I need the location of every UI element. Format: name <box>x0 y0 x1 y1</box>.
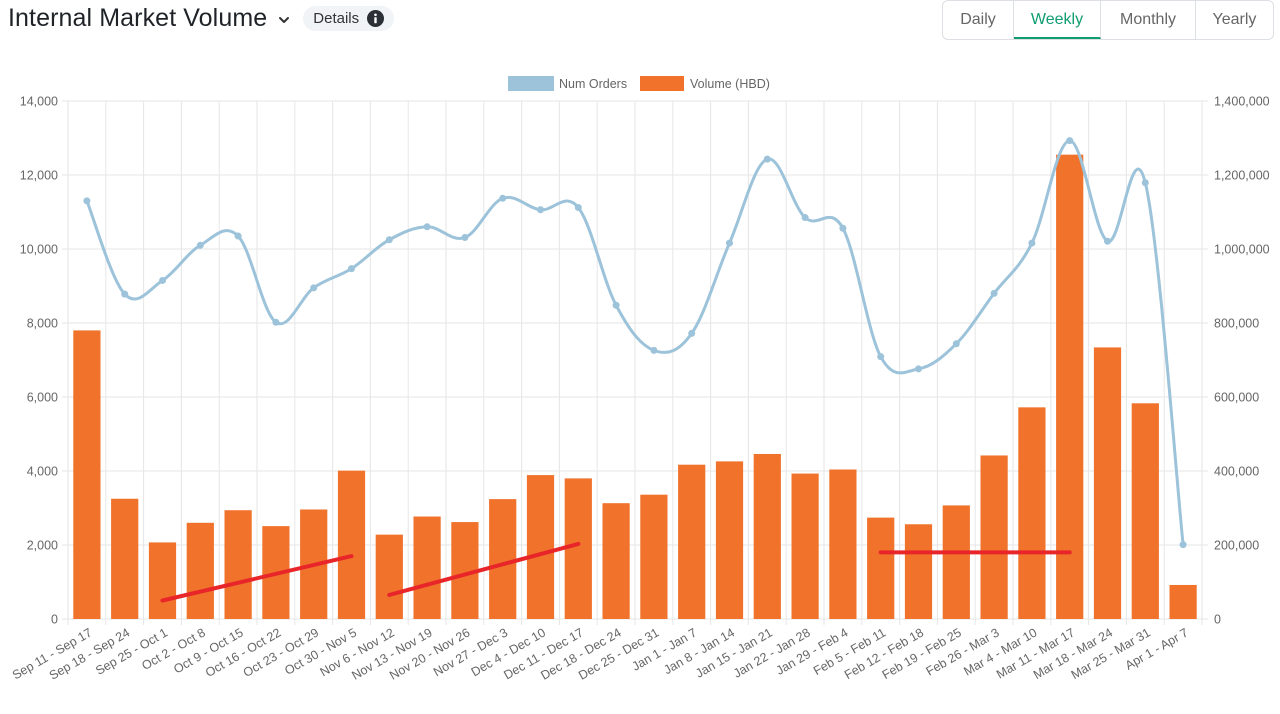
y-right-tick-label: 0 <box>1214 613 1221 627</box>
orders-line <box>83 137 1187 549</box>
page-header: Internal Market Volume Details Daily Wee… <box>0 0 1280 44</box>
volume-bar <box>1056 154 1084 619</box>
y-right-tick-label: 400,000 <box>1214 465 1259 479</box>
num-orders-point <box>763 155 771 163</box>
num-orders-point <box>688 329 696 337</box>
volume-bar <box>904 524 933 619</box>
volume-bar <box>564 478 592 619</box>
num-orders-point <box>159 276 166 284</box>
num-orders-point <box>1179 541 1187 549</box>
y-right-tick-label: 1,400,000 <box>1214 95 1270 109</box>
volume-bar <box>1169 584 1197 619</box>
volume-bar <box>1131 403 1159 619</box>
y-right-tick-label: 600,000 <box>1214 391 1259 405</box>
period-tabs: Daily Weekly Monthly Yearly <box>942 0 1274 40</box>
volume-bar <box>640 494 668 619</box>
y-right-tick-label: 1,200,000 <box>1214 169 1270 183</box>
trend-line <box>160 554 354 603</box>
y-left-tick-label: 8,000 <box>27 317 58 331</box>
y-left-tick-label: 6,000 <box>27 391 58 405</box>
chevron-down-icon[interactable] <box>277 13 291 27</box>
volume-bar <box>375 534 403 619</box>
num-orders-point <box>196 241 204 249</box>
volume-bar <box>602 503 630 619</box>
num-orders-point <box>612 301 620 309</box>
y-left-tick-label: 14,000 <box>20 95 58 109</box>
num-orders-point <box>877 353 885 361</box>
num-orders-point <box>461 234 469 242</box>
volume-bar <box>1093 347 1122 619</box>
legend[interactable]: Num Orders Volume (HBD) <box>508 76 770 91</box>
tab-daily[interactable]: Daily <box>943 1 1014 39</box>
volume-bar <box>980 455 1008 619</box>
volume-bar <box>413 516 441 619</box>
num-orders-point <box>499 194 507 202</box>
volume-bar <box>224 510 252 619</box>
legend-label-volume: Volume (HBD) <box>690 77 770 91</box>
volume-bar <box>942 505 970 619</box>
num-orders-point <box>952 340 960 348</box>
tab-monthly[interactable]: Monthly <box>1101 1 1196 39</box>
num-orders-point <box>650 346 658 354</box>
volume-bar <box>337 470 366 619</box>
volume-bar <box>678 464 706 619</box>
volume-bar <box>867 517 895 619</box>
volume-bars <box>73 154 1197 619</box>
legend-label-num-orders: Num Orders <box>559 77 627 91</box>
y-right-tick-label: 1,000,000 <box>1214 243 1270 257</box>
num-orders-point <box>537 206 544 214</box>
num-orders-point <box>839 224 847 232</box>
num-orders-point <box>801 214 809 222</box>
volume-bar <box>715 461 744 619</box>
num-orders-point <box>1141 179 1149 187</box>
num-orders-point <box>272 318 280 326</box>
num-orders-point <box>121 290 129 298</box>
y-left-tick-label: 4,000 <box>27 465 58 479</box>
volume-bar <box>1018 407 1046 619</box>
legend-swatch-volume <box>640 76 684 91</box>
num-orders-point <box>385 236 393 244</box>
tab-yearly[interactable]: Yearly <box>1212 11 1257 28</box>
trend-line <box>387 541 581 597</box>
volume-bar <box>73 330 101 619</box>
details-label: Details <box>313 10 360 27</box>
y-left-tick-label: 10,000 <box>20 243 58 257</box>
grid <box>62 100 1208 625</box>
legend-swatch-num-orders <box>508 76 554 91</box>
y-right-tick-label: 200,000 <box>1214 539 1259 553</box>
num-orders-point <box>423 223 431 231</box>
volume-bar <box>489 499 517 619</box>
volume-bar <box>753 453 781 619</box>
num-orders-point <box>574 204 582 212</box>
num-orders-point <box>726 239 733 247</box>
y-left-tick-label: 12,000 <box>20 169 58 183</box>
volume-bar <box>791 473 819 619</box>
y-left-tick-label: 0 <box>51 613 58 627</box>
num-orders-point <box>348 265 355 273</box>
volume-bar <box>148 542 177 619</box>
volume-bar <box>186 522 214 619</box>
num-orders-point <box>1066 137 1074 145</box>
title-group: Internal Market Volume Details <box>8 4 395 33</box>
num-orders-point <box>1028 239 1036 247</box>
y-left-tick-label: 2,000 <box>27 539 58 553</box>
tab-weekly[interactable]: Weekly <box>1014 1 1101 39</box>
num-orders-point <box>1104 237 1111 245</box>
volume-bar <box>829 469 857 619</box>
num-orders-point <box>310 284 318 292</box>
details-button[interactable]: Details <box>303 6 395 31</box>
page-title: Internal Market Volume <box>8 4 268 32</box>
num-orders-point <box>915 365 922 373</box>
volume-bar <box>111 498 139 619</box>
volume-bar <box>526 475 555 619</box>
info-icon <box>367 10 385 27</box>
num-orders-point <box>83 197 91 205</box>
num-orders-point <box>234 232 242 240</box>
num-orders-point <box>990 289 998 297</box>
y-right-tick-label: 800,000 <box>1214 317 1259 331</box>
trend-annotations <box>160 541 1072 603</box>
